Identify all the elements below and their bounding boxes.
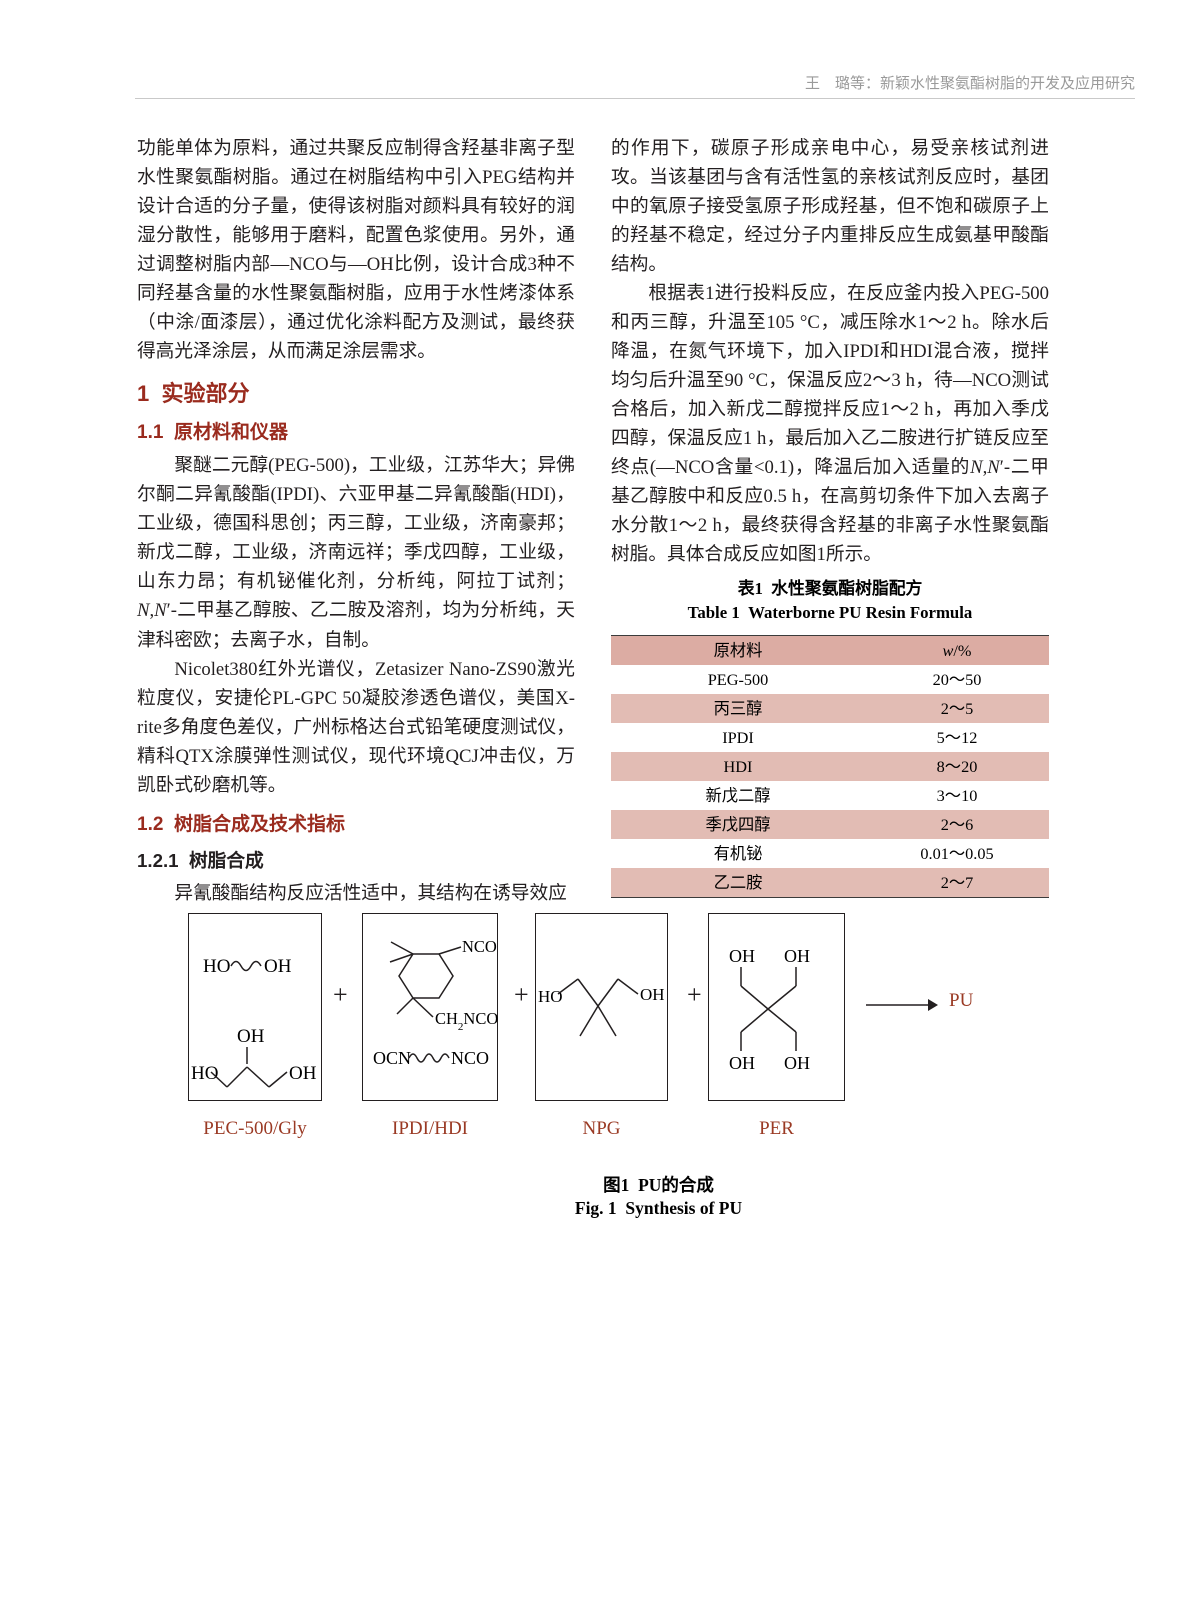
svg-text:OH: OH (640, 985, 665, 1004)
svg-text:HO: HO (191, 1063, 218, 1084)
svg-text:OCN: OCN (373, 1048, 411, 1068)
svg-text:OH: OH (729, 946, 755, 966)
svg-text:HO: HO (203, 956, 230, 977)
svg-text:HO: HO (538, 987, 563, 1006)
svg-text:NCO: NCO (451, 1048, 489, 1068)
svg-text:OH: OH (237, 1026, 265, 1047)
svg-text:OH: OH (784, 946, 810, 966)
svg-text:NCO: NCO (462, 937, 497, 956)
svg-text:OH: OH (289, 1063, 317, 1084)
svg-text:OH: OH (264, 956, 292, 977)
svg-text:OH: OH (729, 1053, 755, 1073)
svg-text:OH: OH (784, 1053, 810, 1073)
svg-text:CH2NCO: CH2NCO (435, 1009, 498, 1033)
